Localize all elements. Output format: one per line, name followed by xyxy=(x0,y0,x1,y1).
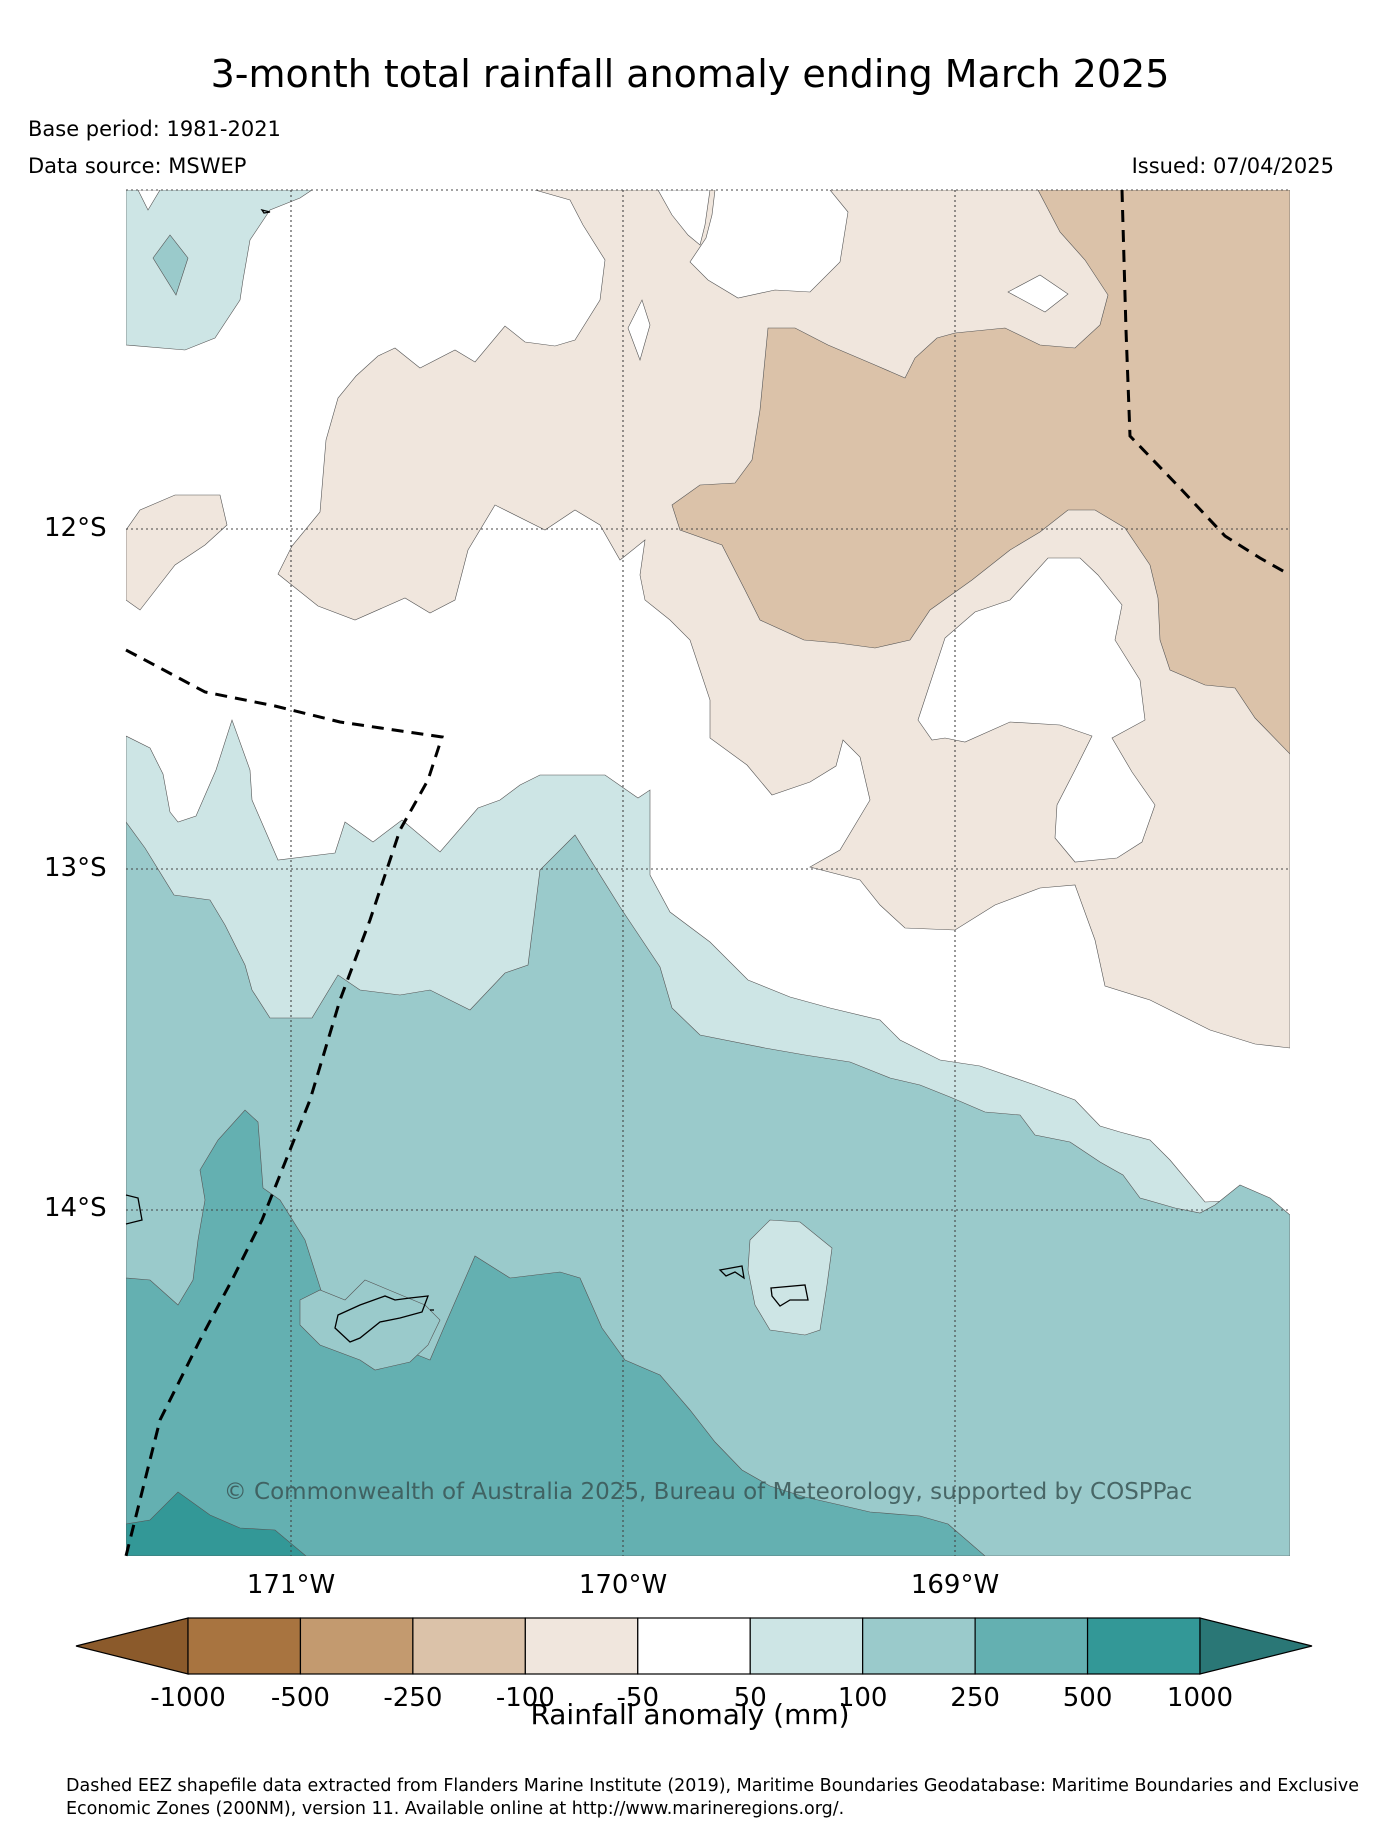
colorbar-tick-label: 500 xyxy=(1063,1683,1113,1710)
island-small xyxy=(718,1265,745,1280)
data-source-text: Data source: MSWEP xyxy=(28,154,247,178)
colorbar-segment xyxy=(974,1617,1089,1675)
colorbar-segment xyxy=(187,1617,302,1675)
copyright-text: © Commonwealth of Australia 2025, Bureau… xyxy=(224,1479,1193,1505)
issued-date-text: Issued: 07/04/2025 xyxy=(1131,154,1334,178)
colorbar: -1000 -500 -250 -100 -50 50 100 250 500 1000 xyxy=(75,1617,1313,1710)
colorbar-extend-high xyxy=(1199,1617,1313,1675)
anomaly-wet-light-region-north xyxy=(126,190,313,351)
colorbar-tick-label: 1000 xyxy=(1167,1683,1233,1710)
colorbar-segment xyxy=(637,1617,751,1675)
colorbar-tick-label: -50 xyxy=(617,1683,659,1710)
island-savaii xyxy=(125,1194,143,1225)
colorbar-tick-label: -500 xyxy=(271,1683,330,1710)
anomaly-wet-strong-region xyxy=(126,1109,986,1556)
island-outlines xyxy=(125,208,809,1343)
map-title: 3-month total rainfall anomaly ending Ma… xyxy=(210,52,1170,96)
colorbar-tick-label: -250 xyxy=(383,1683,442,1710)
base-period-text: Base period: 1981-2021 xyxy=(28,117,281,141)
lon-label-170w: 170°W xyxy=(578,1570,668,1600)
colorbar-segment xyxy=(862,1617,976,1675)
lat-label-14s: 14°S xyxy=(44,1193,107,1223)
colorbar-tick-label: 50 xyxy=(734,1683,767,1710)
colorbar-title: Rainfall anomaly (mm) xyxy=(530,1698,850,1731)
anomaly-dry-medium-region xyxy=(671,190,1290,755)
lon-label-169w: 169°W xyxy=(910,1570,1000,1600)
island-upolu xyxy=(334,1295,429,1343)
graticule xyxy=(126,189,1290,1556)
eez-boundary xyxy=(124,189,1291,1557)
lat-label-12s: 12°S xyxy=(44,513,107,543)
footnote: Dashed EEZ shapefile data extracted from… xyxy=(66,1776,1359,1819)
colorbar-segment xyxy=(749,1617,864,1675)
lat-label-13s: 13°S xyxy=(44,853,107,883)
lon-label-171w: 171°W xyxy=(246,1570,336,1600)
colorbar-tick-label: 100 xyxy=(838,1683,888,1710)
colorbar-tick-label: -1000 xyxy=(150,1683,226,1710)
colorbar-extend-low xyxy=(75,1617,189,1675)
island-tutuila xyxy=(770,1284,809,1307)
colorbar-segment xyxy=(1086,1617,1201,1675)
colorbar-segment xyxy=(299,1617,414,1675)
colorbar-segment xyxy=(412,1617,526,1675)
colorbar-segment xyxy=(524,1617,639,1675)
colorbar-tick-label: 250 xyxy=(950,1683,1000,1710)
colorbar-tick-label: -100 xyxy=(496,1683,555,1710)
anomaly-wet-very-strong-region xyxy=(126,1491,307,1556)
